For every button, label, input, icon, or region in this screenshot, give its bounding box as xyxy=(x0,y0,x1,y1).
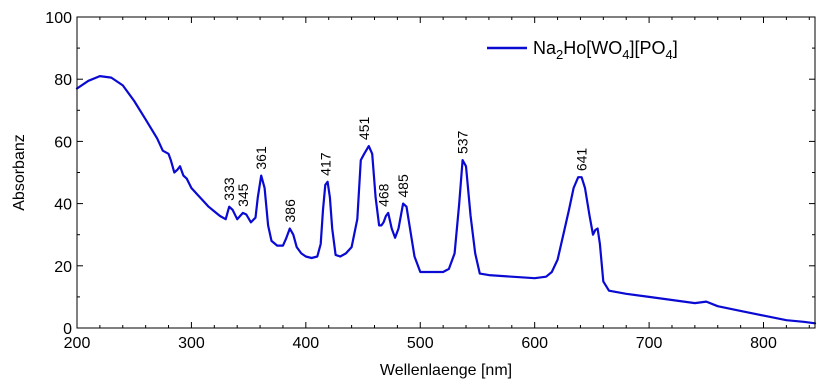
peak-label: 361 xyxy=(253,146,269,170)
y-tick-label: 80 xyxy=(54,72,72,89)
peak-label: 485 xyxy=(395,174,411,198)
peak-label: 386 xyxy=(282,199,298,223)
x-tick-label: 600 xyxy=(521,335,548,352)
legend-text-part: ] xyxy=(673,38,678,58)
y-tick-label: 100 xyxy=(45,10,72,27)
plot-area xyxy=(75,75,817,325)
peak-label: 451 xyxy=(356,116,372,140)
y-tick-label: 20 xyxy=(54,259,72,276)
x-tick-label: 200 xyxy=(64,335,91,352)
y-tick-label: 40 xyxy=(54,197,72,214)
series-line xyxy=(75,75,817,325)
y-tick-label: 0 xyxy=(63,321,72,338)
peak-label: 641 xyxy=(574,148,590,172)
legend-subscript: 4 xyxy=(622,47,629,62)
legend-subscript: 2 xyxy=(556,47,563,62)
peak-label: 537 xyxy=(455,130,471,154)
x-tick-label: 700 xyxy=(636,335,663,352)
axes: 200 300 400 500 600 700 800 0 20 40 60 80 100 xyxy=(45,10,816,352)
peak-label: 468 xyxy=(376,183,392,207)
legend-text-part: ][PO xyxy=(630,38,666,58)
legend-text-part: Ho[WO xyxy=(563,38,622,58)
x-tick-label: 300 xyxy=(178,335,205,352)
legend-text-part: Na xyxy=(533,38,557,58)
y-axis-title: Absorbanz xyxy=(11,134,28,211)
plot-frame xyxy=(76,16,816,329)
peak-label: 345 xyxy=(235,183,251,207)
legend-entry: Na2Ho[WO4][PO4] xyxy=(533,38,678,62)
x-tick-label: 800 xyxy=(750,335,777,352)
peak-label: 417 xyxy=(317,152,333,176)
x-tick-label: 500 xyxy=(407,335,434,352)
y-tick-label: 60 xyxy=(54,134,72,151)
x-tick-label: 400 xyxy=(292,335,319,352)
legend-subscript: 4 xyxy=(666,47,673,62)
legend: Na2Ho[WO4][PO4] xyxy=(487,38,678,62)
peak-label: 333 xyxy=(221,177,237,201)
x-axis-title: Wellenlaenge [nm] xyxy=(380,362,512,379)
